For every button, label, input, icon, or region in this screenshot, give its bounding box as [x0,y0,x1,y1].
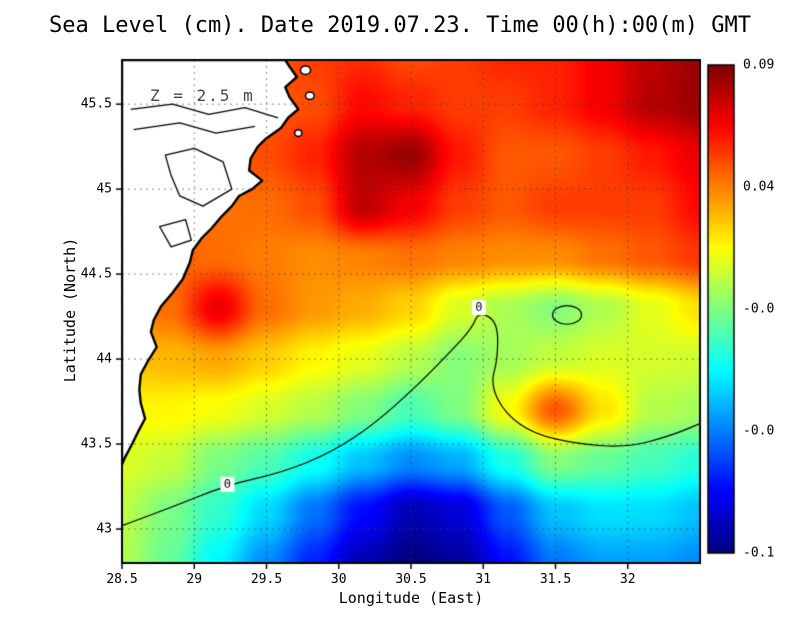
y-tick-label: 45.5 [80,96,112,112]
x-tick-label: 29 [186,572,203,587]
y-tick-label: 43.5 [80,436,112,452]
y-tick-label: 44.5 [80,266,112,282]
y-tick-label: 43 [96,521,112,537]
depth-annotation: Z = 2.5 m [150,86,255,105]
colorbar-tick-label: 0.04 [743,179,775,195]
x-tick-label: 31 [475,572,492,587]
colorbar-tick-label: -0.1 [743,545,775,561]
y-tick-label: 44 [96,351,112,367]
y-tick-label: 45 [96,181,112,197]
x-tick-label: 30 [330,572,347,587]
colorbar-tick-label: -0.0 [743,423,775,439]
y-axis-label: Latitude (North) [61,237,79,383]
x-axis-label: Longitude (East) [338,589,484,607]
chart-title: Sea Level (cm). Date 2019.07.23. Time 00… [49,13,751,38]
x-tick-label: 32 [619,572,636,587]
colorbar-tick-label: 0.09 [743,57,775,73]
x-tick-label: 29.5 [250,572,283,587]
x-tick-label: 30.5 [395,572,427,587]
colorbar-tick-label: -0.0 [743,301,775,317]
x-tick-label: 31.5 [539,572,572,587]
x-tick-label: 28.5 [106,572,138,587]
